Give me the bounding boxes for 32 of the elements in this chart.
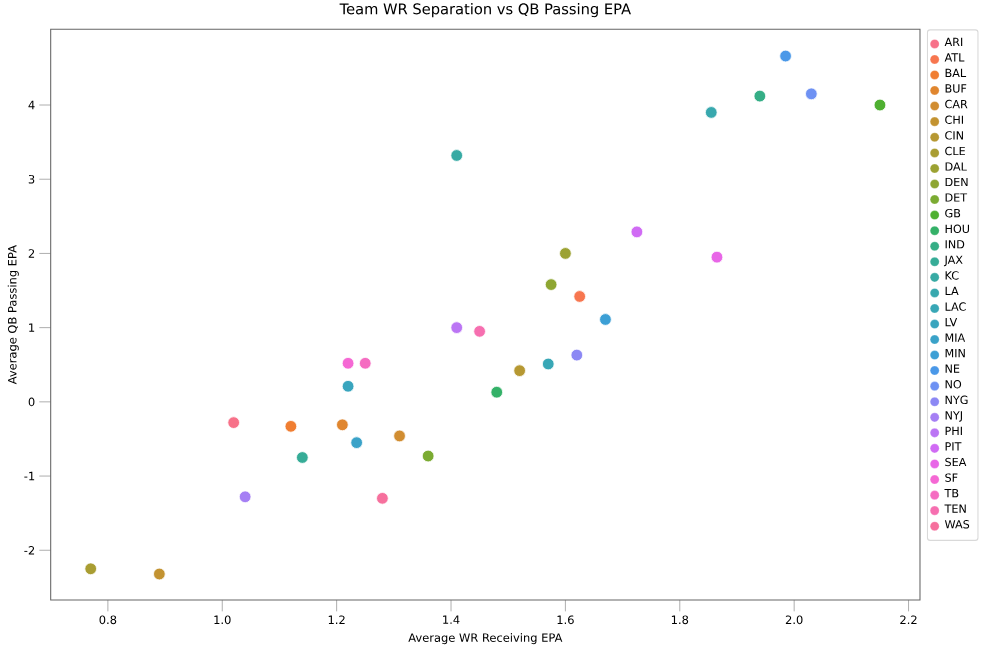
point xyxy=(559,247,572,261)
point xyxy=(358,357,372,370)
point xyxy=(393,430,406,443)
point xyxy=(450,321,463,335)
point xyxy=(599,313,612,327)
point xyxy=(570,349,584,362)
point xyxy=(704,106,718,120)
point xyxy=(336,418,349,432)
point xyxy=(284,420,298,433)
point xyxy=(227,416,240,430)
point xyxy=(341,357,355,370)
point xyxy=(490,386,504,399)
point xyxy=(544,278,558,292)
point xyxy=(450,149,463,163)
point xyxy=(541,358,555,371)
point xyxy=(753,90,767,103)
point xyxy=(421,450,435,463)
point xyxy=(513,364,526,378)
point xyxy=(153,568,166,581)
point xyxy=(376,492,389,505)
point xyxy=(779,50,792,63)
point xyxy=(84,562,97,576)
point xyxy=(805,87,818,101)
point xyxy=(350,436,363,450)
point xyxy=(473,325,486,338)
point xyxy=(873,99,887,112)
point xyxy=(238,490,252,504)
point xyxy=(341,380,355,393)
point xyxy=(296,451,309,465)
point xyxy=(710,251,724,264)
point xyxy=(630,225,644,239)
point xyxy=(573,290,586,304)
